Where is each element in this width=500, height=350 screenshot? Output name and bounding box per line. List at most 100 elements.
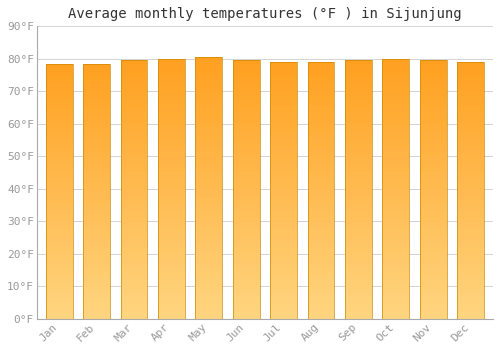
Bar [382, 85, 409, 88]
Bar [158, 247, 185, 251]
Bar [120, 158, 148, 161]
Bar [232, 287, 260, 290]
Bar [46, 67, 72, 70]
Bar [382, 98, 409, 101]
Bar [420, 61, 446, 319]
Bar [382, 189, 409, 192]
Bar [232, 261, 260, 264]
Bar [308, 69, 334, 72]
Bar [196, 250, 222, 253]
Bar [83, 214, 110, 217]
Bar [158, 228, 185, 231]
Bar [457, 290, 484, 293]
Bar [457, 62, 484, 65]
Bar [420, 296, 446, 300]
Bar [457, 210, 484, 213]
Bar [345, 316, 372, 319]
Bar [345, 267, 372, 271]
Bar [83, 274, 110, 278]
Bar [308, 219, 334, 223]
Bar [120, 190, 148, 193]
Bar [457, 78, 484, 81]
Bar [196, 306, 222, 309]
Bar [382, 72, 409, 75]
Bar [308, 296, 334, 300]
Bar [83, 86, 110, 89]
Bar [120, 313, 148, 316]
Bar [196, 155, 222, 159]
Bar [83, 268, 110, 271]
Bar [457, 248, 484, 251]
Bar [382, 221, 409, 225]
Bar [457, 133, 484, 136]
Bar [196, 185, 222, 188]
Bar [83, 309, 110, 313]
Bar [308, 62, 334, 319]
Bar [345, 154, 372, 158]
Bar [46, 195, 72, 198]
Bar [158, 251, 185, 254]
Bar [196, 188, 222, 191]
Bar [158, 85, 185, 88]
Bar [46, 134, 72, 137]
Bar [308, 258, 334, 261]
Bar [382, 228, 409, 231]
Bar [270, 277, 297, 280]
Bar [270, 155, 297, 158]
Bar [345, 145, 372, 148]
Bar [270, 78, 297, 81]
Bar [457, 313, 484, 316]
Bar [345, 206, 372, 209]
Bar [308, 200, 334, 203]
Bar [270, 300, 297, 303]
Bar [83, 144, 110, 147]
Bar [308, 162, 334, 165]
Bar [232, 119, 260, 122]
Bar [196, 231, 222, 234]
Bar [196, 283, 222, 286]
Bar [308, 94, 334, 97]
Bar [345, 116, 372, 119]
Bar [457, 123, 484, 126]
Bar [232, 190, 260, 193]
Bar [270, 206, 297, 210]
Bar [270, 123, 297, 126]
Bar [46, 201, 72, 204]
Bar [420, 151, 446, 154]
Bar [382, 94, 409, 98]
Bar [120, 161, 148, 164]
Bar [158, 296, 185, 299]
Bar [158, 283, 185, 286]
Bar [270, 194, 297, 197]
Bar [457, 152, 484, 155]
Bar [345, 164, 372, 167]
Bar [232, 296, 260, 300]
Bar [120, 138, 148, 141]
Bar [420, 77, 446, 80]
Bar [457, 197, 484, 200]
Bar [158, 270, 185, 273]
Bar [158, 215, 185, 218]
Bar [308, 136, 334, 139]
Bar [196, 129, 222, 132]
Bar [270, 174, 297, 177]
Bar [270, 146, 297, 149]
Bar [420, 290, 446, 293]
Bar [196, 237, 222, 240]
Bar [120, 170, 148, 174]
Bar [196, 263, 222, 267]
Bar [232, 187, 260, 190]
Bar [457, 171, 484, 174]
Bar [120, 90, 148, 93]
Bar [420, 96, 446, 99]
Bar [382, 208, 409, 212]
Bar [308, 130, 334, 133]
Bar [382, 205, 409, 208]
Bar [270, 94, 297, 97]
Bar [196, 172, 222, 175]
Bar [345, 99, 372, 103]
Bar [46, 249, 72, 252]
Bar [232, 238, 260, 242]
Bar [232, 306, 260, 309]
Bar [158, 101, 185, 104]
